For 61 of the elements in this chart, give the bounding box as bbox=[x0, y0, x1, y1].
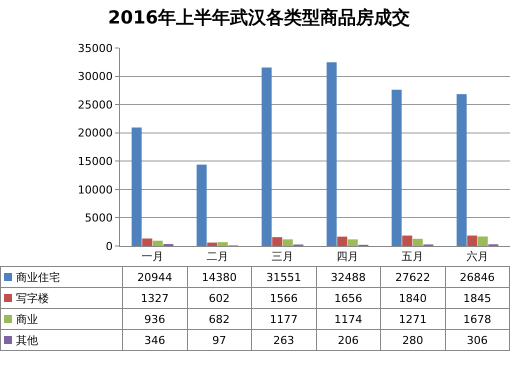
data-label: 1271 bbox=[380, 308, 445, 330]
bar bbox=[412, 238, 423, 246]
data-label: 1566 bbox=[252, 288, 316, 308]
data-label: 27622 bbox=[380, 266, 445, 288]
data-label: 1174 bbox=[316, 308, 380, 330]
bar bbox=[272, 237, 282, 246]
bar bbox=[218, 242, 228, 246]
legend-label: 商业住宅 bbox=[16, 270, 60, 284]
x-tick-label: 五月 bbox=[402, 250, 424, 264]
y-tick-label: 30000 bbox=[78, 70, 113, 84]
data-label: 602 bbox=[187, 288, 252, 308]
bar bbox=[402, 236, 412, 246]
bar bbox=[337, 236, 348, 246]
y-tick-label: 20000 bbox=[78, 126, 113, 140]
data-label: 280 bbox=[380, 330, 445, 350]
bar bbox=[142, 238, 152, 246]
legend-label: 商业 bbox=[16, 312, 38, 326]
bar bbox=[282, 239, 293, 246]
data-label: 20944 bbox=[122, 266, 187, 288]
bar bbox=[467, 236, 478, 246]
x-tick-label: 二月 bbox=[206, 250, 228, 264]
y-tick-label: 35000 bbox=[78, 42, 113, 55]
y-tick-label: 25000 bbox=[78, 98, 113, 112]
bar bbox=[478, 236, 488, 246]
y-tick-label: 15000 bbox=[78, 154, 113, 168]
data-label: 1327 bbox=[122, 288, 187, 308]
data-label: 1177 bbox=[252, 308, 316, 330]
data-label: 31551 bbox=[252, 266, 316, 288]
bar bbox=[132, 128, 142, 246]
x-tick-label: 六月 bbox=[466, 250, 488, 264]
data-label: 263 bbox=[252, 330, 316, 350]
legend-label: 其他 bbox=[16, 334, 38, 346]
data-label: 682 bbox=[187, 308, 252, 330]
data-label: 936 bbox=[122, 308, 187, 330]
legend-label: 写字楼 bbox=[16, 292, 49, 304]
data-label: 14380 bbox=[187, 266, 252, 288]
data-label: 32488 bbox=[316, 266, 380, 288]
x-tick-label: 三月 bbox=[272, 250, 294, 264]
data-label: 97 bbox=[187, 330, 252, 350]
y-tick-label: 10000 bbox=[78, 183, 113, 196]
data-label: 306 bbox=[445, 330, 510, 350]
bar bbox=[207, 242, 218, 246]
data-label: 1845 bbox=[445, 288, 510, 308]
bar bbox=[326, 62, 337, 246]
bar bbox=[392, 90, 402, 246]
data-label: 1840 bbox=[380, 288, 445, 308]
data-label: 1656 bbox=[316, 288, 380, 308]
chart-title: 2016年上半年武汉各类型商品房成交 bbox=[108, 7, 410, 28]
data-label: 206 bbox=[316, 330, 380, 350]
data-label: 346 bbox=[122, 330, 187, 350]
bar bbox=[196, 164, 207, 246]
y-tick-label: 5000 bbox=[84, 212, 113, 225]
x-tick-label: 一月 bbox=[142, 250, 164, 264]
data-label: 26846 bbox=[445, 266, 510, 288]
x-tick-label: 四月 bbox=[336, 250, 358, 264]
bar bbox=[348, 239, 358, 246]
y-tick-label: 0 bbox=[106, 240, 113, 253]
bar bbox=[456, 94, 467, 246]
bar bbox=[262, 68, 272, 246]
bar bbox=[152, 240, 163, 246]
data-label: 1678 bbox=[445, 308, 510, 330]
